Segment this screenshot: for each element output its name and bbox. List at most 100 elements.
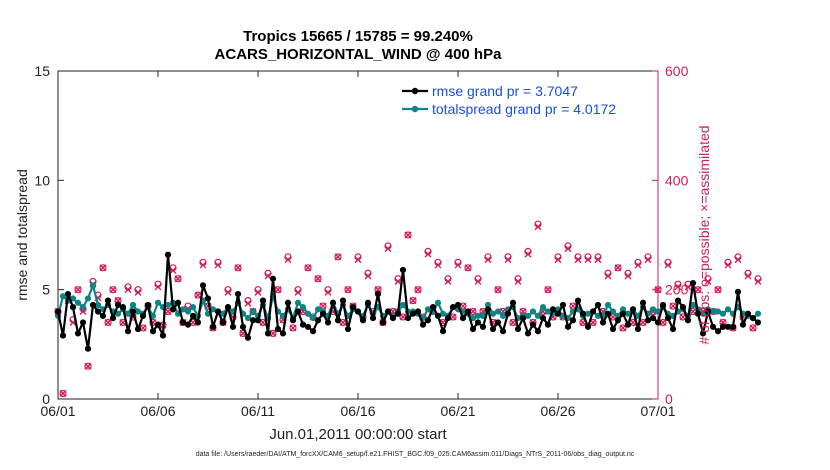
- assimilated-obs-point: [749, 324, 757, 332]
- assimilated-obs-point: [534, 223, 542, 231]
- totalspread-point: [304, 310, 312, 317]
- assimilated-obs-point: [669, 302, 677, 310]
- assimilated-obs-point: [199, 261, 207, 269]
- assimilated-obs-point: [504, 256, 512, 264]
- rmse-point: [229, 323, 237, 330]
- rmse-point: [389, 314, 397, 322]
- rmse-point: [464, 308, 472, 315]
- rmse-point: [114, 301, 122, 309]
- assimilated-obs-point: [519, 308, 527, 316]
- assimilated-obs-point: [594, 256, 602, 264]
- totalspread-point: [544, 308, 552, 315]
- y-left-tick-label: 5: [42, 282, 50, 298]
- assimilated-obs-point: [104, 318, 112, 326]
- assimilated-obs-point: [684, 283, 692, 291]
- assimilated-obs-point: [724, 261, 732, 269]
- rmse-point: [594, 301, 602, 309]
- assimilated-obs-point: [694, 286, 702, 294]
- rmse-point: [659, 301, 667, 309]
- totalspread-point: [524, 312, 532, 320]
- rmse-point: [189, 312, 197, 320]
- rmse-point: [734, 288, 742, 295]
- rmse-point: [744, 310, 752, 317]
- y-left-tick-label: 10: [34, 172, 50, 188]
- rmse-point: [484, 306, 492, 313]
- assimilated-obs-point: [364, 272, 372, 280]
- assimilated-obs-point: [319, 302, 327, 310]
- assimilated-obs-point: [399, 313, 407, 321]
- totalspread-point: [424, 306, 432, 313]
- assimilated-obs-point: [414, 286, 422, 294]
- legend-totalspread-label: totalspread grand pr = 4.0172: [432, 101, 616, 117]
- legend-rmse-marker: [411, 87, 419, 95]
- rmse-point: [444, 314, 452, 322]
- assimilated-obs-point: [59, 390, 67, 398]
- possible-obs-point: [614, 264, 622, 272]
- assimilated-obs-point: [434, 261, 442, 269]
- totalspread-point: [299, 304, 307, 311]
- totalspread-point: [184, 308, 192, 315]
- assimilated-obs-point: [614, 264, 622, 272]
- assimilated-obs-point: [334, 253, 342, 261]
- totalspread-point: [399, 301, 407, 309]
- y-right-tick-label: 600: [665, 63, 689, 79]
- possible-obs-point: [99, 264, 107, 272]
- rmse-point: [614, 317, 622, 324]
- rmse-point: [339, 297, 347, 304]
- rmse-point: [429, 304, 437, 311]
- rmse-point: [684, 317, 692, 324]
- assimilated-obs-point: [169, 267, 177, 275]
- possible-obs-point: [414, 286, 422, 294]
- rmse-point: [549, 306, 557, 313]
- rmse-point: [639, 299, 647, 306]
- possible-obs-point: [544, 286, 552, 294]
- rmse-point: [709, 323, 717, 330]
- rmse-point: [439, 328, 447, 335]
- rmse-point: [679, 304, 687, 311]
- rmse-point: [164, 251, 172, 258]
- x-tick-label: 06/21: [440, 403, 475, 419]
- x-tick-label: 07/01: [640, 403, 675, 419]
- possible-obs-point: [104, 318, 112, 327]
- assimilated-obs-point: [494, 286, 502, 294]
- assimilated-obs-point: [654, 286, 662, 294]
- rmse-point: [409, 310, 417, 317]
- x-tick-label: 06/01: [40, 403, 75, 419]
- assimilated-obs-point: [704, 277, 712, 285]
- possible-obs-point: [304, 264, 312, 272]
- rmse-point: [64, 290, 72, 298]
- rmse-point: [489, 325, 497, 333]
- rmse-point: [354, 308, 362, 315]
- possible-obs-point: [84, 362, 92, 370]
- rmse-point: [669, 325, 677, 333]
- assimilated-obs-point: [194, 291, 202, 299]
- y-left-tick-label: 15: [34, 63, 50, 79]
- rmse-point: [379, 319, 387, 326]
- rmse-point: [264, 330, 272, 337]
- assimilated-obs-point: [744, 272, 752, 280]
- rmse-point: [369, 314, 377, 322]
- rmse-point: [404, 314, 412, 322]
- possible-obs-point: [109, 286, 117, 294]
- rmse-point: [214, 308, 222, 315]
- assimilated-obs-point: [134, 288, 142, 296]
- rmse-point: [454, 301, 462, 309]
- assimilated-obs-point: [274, 286, 282, 294]
- rmse-point: [149, 328, 157, 335]
- rmse-point: [499, 328, 507, 335]
- assimilated-obs-point: [294, 288, 302, 296]
- rmse-point: [89, 301, 97, 309]
- assimilated-obs-point: [74, 286, 82, 294]
- totalspread-point: [474, 312, 482, 320]
- x-tick-label: 06/26: [540, 403, 575, 419]
- rmse-point: [754, 319, 762, 326]
- possible-obs-point: [334, 253, 342, 261]
- assimilated-obs-point: [234, 264, 242, 272]
- assimilated-obs-point: [609, 313, 617, 321]
- plot-frame: [57, 70, 659, 400]
- totalspread-point: [609, 308, 617, 315]
- assimilated-obs-point: [269, 329, 277, 337]
- assimilated-obs-point: [584, 256, 592, 264]
- y-left-tick-label: 0: [42, 391, 50, 407]
